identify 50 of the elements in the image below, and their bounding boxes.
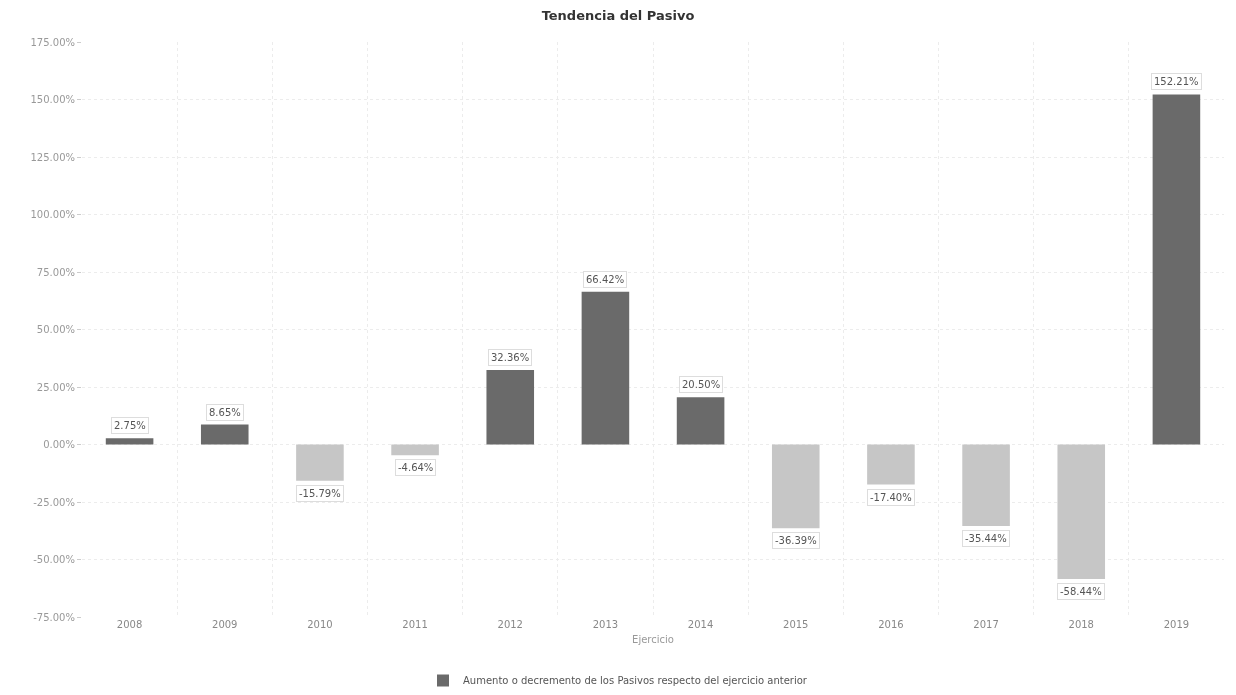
bar	[962, 444, 1010, 527]
x-tick-label: 2018	[1068, 619, 1094, 630]
y-tick-label: 100.00%	[30, 209, 75, 220]
x-axis-title: Ejercicio	[632, 633, 674, 645]
x-tick-label: 2017	[973, 619, 999, 630]
bar	[867, 444, 915, 485]
y-tick-label: 50.00%	[36, 324, 75, 335]
bar	[391, 444, 439, 456]
x-tick-label: 2010	[307, 619, 333, 630]
bar	[486, 370, 535, 445]
data-label: -58.44%	[1060, 586, 1102, 597]
y-tick-label: -25.00%	[33, 496, 75, 508]
bar	[581, 291, 630, 445]
x-tick-label: 2015	[783, 619, 809, 630]
data-label: 66.42%	[586, 274, 625, 285]
data-label: -15.79%	[299, 488, 341, 499]
x-tick-label: 2019	[1163, 619, 1190, 630]
x-tick-label: 2008	[116, 619, 143, 630]
data-label: -4.64%	[398, 462, 434, 473]
data-label: -36.39%	[775, 535, 817, 546]
x-tick-label: 2009	[212, 619, 238, 630]
x-tick-label: 2011	[402, 619, 428, 630]
y-tick-label: 25.00%	[36, 381, 75, 393]
x-tick-label: 2014	[687, 619, 714, 630]
y-tick-label: 125.00%	[30, 151, 75, 163]
bar	[296, 444, 344, 481]
legend-label: Aumento o decremento de los Pasivos respecto del ejercicio anterior	[463, 675, 808, 687]
y-tick-label: 0.00%	[43, 439, 75, 450]
y-tick-label: 175.00%	[30, 36, 75, 48]
bar	[200, 424, 249, 445]
y-tick-label: -75.00%	[33, 611, 75, 623]
data-label: 152.21%	[1154, 76, 1199, 87]
data-label: 20.50%	[682, 379, 721, 390]
data-label: 32.36%	[491, 352, 530, 363]
bar	[1057, 444, 1106, 579]
data-label: -17.40%	[870, 492, 912, 503]
x-tick-label: 2013	[592, 619, 619, 630]
y-tick-label: 75.00%	[36, 266, 75, 278]
y-tick-label: -50.00%	[33, 554, 75, 565]
x-tick-label: 2016	[878, 619, 904, 630]
bar	[105, 438, 154, 445]
data-label: 8.65%	[209, 407, 241, 418]
data-label: 2.75%	[114, 420, 146, 431]
x-tick-label: 2012	[497, 619, 523, 630]
chart-title: Tendencia del Pasivo	[541, 7, 695, 23]
bar	[676, 397, 725, 445]
bar	[771, 444, 820, 529]
data-label: -35.44%	[965, 533, 1007, 544]
bar	[1152, 94, 1201, 445]
y-tick-label: 150.00%	[30, 94, 75, 105]
